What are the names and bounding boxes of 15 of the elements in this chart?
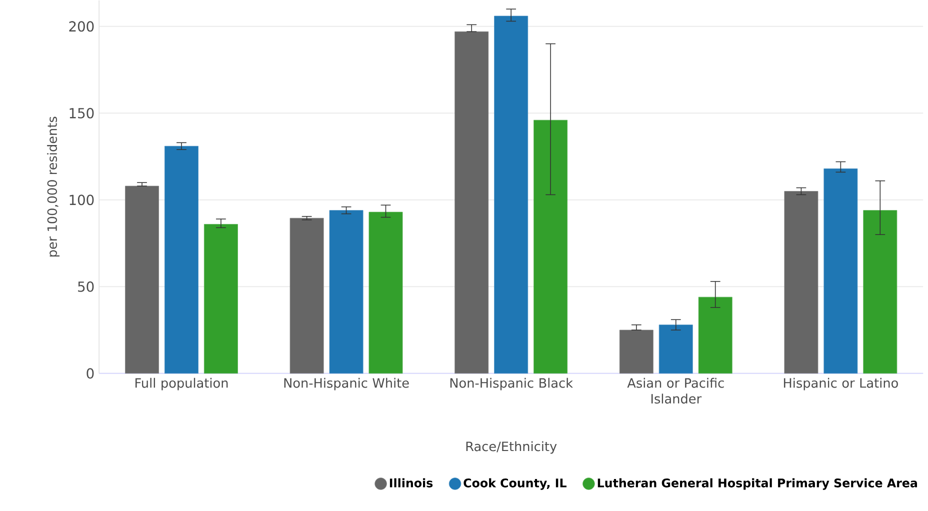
y-tick-label: 50 bbox=[78, 282, 94, 292]
x-tick-label: Hispanic or Latino bbox=[784, 378, 898, 390]
y-axis-title: per 100,000 residents bbox=[47, 116, 60, 257]
x-tick-label: Asian or Pacific Islander bbox=[627, 378, 724, 404]
y-tick-label: 0 bbox=[86, 368, 94, 379]
x-tick-label: Non-Hispanic White bbox=[284, 378, 409, 390]
y-tick-label: 150 bbox=[70, 108, 94, 119]
x-tick-label: Non-Hispanic Black bbox=[450, 378, 573, 390]
y-tick-label: 100 bbox=[70, 194, 94, 206]
y-tick-label: 200 bbox=[69, 21, 94, 32]
x-tick-label: Full population bbox=[135, 378, 228, 390]
legend-label: Illinois bbox=[390, 478, 433, 488]
x-axis-title: Race/Ethnicity bbox=[466, 441, 557, 454]
legend-label: Lutheran General Hospital Primary Service Area bbox=[598, 478, 917, 490]
legend-label: Cook County, IL bbox=[464, 478, 566, 490]
